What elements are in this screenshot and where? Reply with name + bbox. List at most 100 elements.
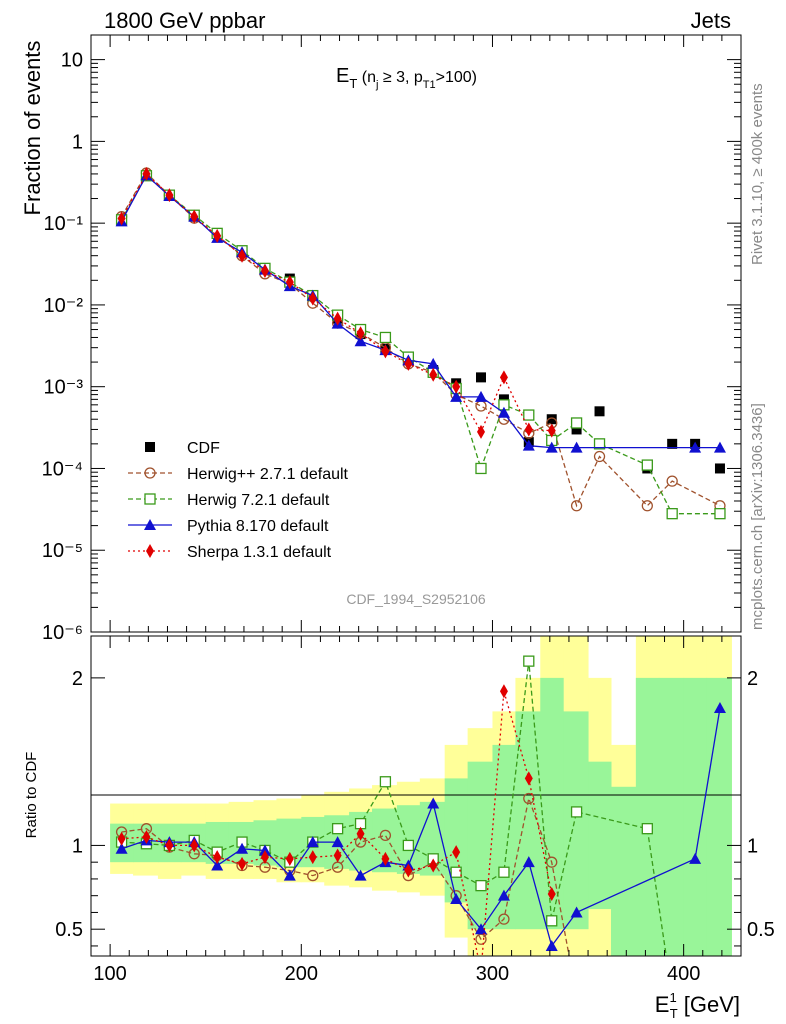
point-herwig-7-2-1-default-294 xyxy=(475,879,487,892)
point-herwig-7-2-1-default-344 xyxy=(570,806,583,818)
x-tick-label-200: 200 xyxy=(285,963,318,985)
point-sherpa-1-3-1-default-219 xyxy=(333,311,342,326)
point-sherpa-1-3-1-default-231 xyxy=(356,826,365,841)
legend-label-sherpa-1-3-1-default: Sherpa 1.3.1 default xyxy=(187,544,332,561)
point-herwig-7-2-1-default-219 xyxy=(331,823,344,835)
point-pythia-8-170-default-106 xyxy=(115,842,128,854)
ratio-xlabel: E1 T [GeV] xyxy=(655,990,740,1021)
point-sherpa-1-3-1-default-119 xyxy=(142,830,151,845)
xlabel-unit: [GeV] xyxy=(678,992,740,1017)
point-pythia-8-170-default-331 xyxy=(545,441,558,453)
point-sherpa-1-3-1-default-206 xyxy=(308,850,317,865)
ratio-y-tick-label-right-1: 1 xyxy=(747,835,758,857)
point-herwig-2-7-1-default-244 xyxy=(379,829,392,842)
xlabel-base: E xyxy=(655,992,670,1017)
point-herwig-2-7-1-default-394 xyxy=(666,475,678,487)
green-band-24 xyxy=(683,677,708,956)
point-cdf-356 xyxy=(594,406,605,417)
point-cdf-331 xyxy=(546,414,557,425)
point-sherpa-1-3-1-default-206 xyxy=(308,291,317,306)
point-sherpa-1-3-1-default-306 xyxy=(499,684,508,699)
point-herwig-2-7-1-default-294 xyxy=(475,933,487,945)
point-herwig-7-2-1-default-294 xyxy=(475,462,487,475)
point-sherpa-1-3-1-default-119 xyxy=(142,166,151,181)
legend: CDF Herwig++ 2.7.1 default Herwig 7.2.1 de… xyxy=(128,440,349,561)
point-herwig-7-2-1-default-381 xyxy=(641,823,653,835)
point-sherpa-1-3-1-default-319 xyxy=(524,422,533,437)
point-sherpa-1-3-1-default-194 xyxy=(285,851,294,866)
point-pythia-8-170-default-331 xyxy=(545,939,558,951)
analysis-id: CDF_1994_S2952106 xyxy=(346,591,486,607)
y-tick-label-main-1: 1 xyxy=(72,131,83,153)
point-sherpa-1-3-1-default-131 xyxy=(165,188,174,203)
point-pythia-8-170-default-181 xyxy=(258,844,271,856)
ratio-y-tick-label-right-2: 2 xyxy=(747,668,758,690)
obs-rest2: ≥ 3, p xyxy=(378,69,422,86)
point-sherpa-1-3-1-default-144 xyxy=(190,209,199,224)
legend-label-cdf: CDF xyxy=(187,440,220,457)
legend-marker-pythia-8-170-default xyxy=(144,519,156,530)
axis-ticks: 100 200 300 400 10 1 10⁻¹ 10⁻² 10⁻³ 10⁻⁴ 10⁻⁵ 10⁻⁶ 0… xyxy=(42,34,775,985)
legend-marker-herwig-2-7-1-default xyxy=(144,467,156,479)
series-line-herwig-7-2-1-default xyxy=(121,661,667,956)
point-herwig-2-7-1-default-356 xyxy=(595,991,605,1001)
y-tick-label-main-7: 10⁻⁶ xyxy=(42,622,83,644)
rivet-label: Rivet 3.1.10, ≥ 400k events xyxy=(749,83,766,265)
point-pythia-8-170-default-269 xyxy=(427,797,440,809)
point-pythia-8-170-default-406 xyxy=(689,852,702,864)
point-sherpa-1-3-1-default-269 xyxy=(429,858,438,873)
point-cdf-344 xyxy=(571,424,582,435)
green-band-12 xyxy=(396,805,421,874)
point-sherpa-1-3-1-default-244 xyxy=(381,851,390,866)
point-herwig-7-2-1-default-331 xyxy=(546,915,558,927)
legend-marker-sherpa-1-3-1-default xyxy=(146,544,154,558)
legend-marker-cdf xyxy=(145,442,155,452)
point-herwig-7-2-1-default-306 xyxy=(498,866,510,878)
point-sherpa-1-3-1-default-231 xyxy=(356,326,365,341)
x-tick-label-400: 400 xyxy=(667,963,700,985)
series-line-pythia-8-170-default xyxy=(121,174,720,449)
point-herwig-7-2-1-default-344 xyxy=(570,417,583,429)
y-tick-label-main-4: 10⁻³ xyxy=(44,377,84,399)
header-left: 1800 GeV ppbar xyxy=(104,8,265,33)
x-tick-label-300: 300 xyxy=(476,963,509,985)
point-sherpa-1-3-1-default-294 xyxy=(477,424,485,439)
green-band-17 xyxy=(515,711,541,930)
point-herwig-7-2-1-default-256 xyxy=(402,839,415,852)
point-pythia-8-170-default-344 xyxy=(570,441,583,453)
point-sherpa-1-3-1-default-319 xyxy=(524,771,533,786)
y-tick-label-main-6: 10⁻⁵ xyxy=(42,540,83,562)
legend-label-pythia-8-170-default: Pythia 8.170 default xyxy=(187,518,329,535)
point-sherpa-1-3-1-default-269 xyxy=(429,367,438,382)
point-herwig-7-2-1-default-419 xyxy=(714,508,726,520)
point-pythia-8-170-default-156 xyxy=(211,859,224,871)
ratio-y-tick-label-right-0.5: 0.5 xyxy=(747,919,775,941)
point-pythia-8-170-default-306 xyxy=(497,889,510,901)
point-pythia-8-170-default-294 xyxy=(475,390,487,402)
y-tick-label-main-5: 10⁻⁴ xyxy=(42,458,83,480)
series-pythia-8-170-default xyxy=(115,169,726,453)
point-sherpa-1-3-1-default-106 xyxy=(117,211,126,226)
point-sherpa-1-3-1-default-331 xyxy=(547,887,556,902)
point-herwig-2-7-1-default-294 xyxy=(475,400,487,412)
series-cdf xyxy=(116,170,725,474)
point-pythia-8-170-default-206 xyxy=(306,836,319,848)
main-ylabel: Fraction of events xyxy=(20,41,45,216)
point-cdf-394 xyxy=(667,438,678,449)
y-tick-label-main-0: 10 xyxy=(61,50,83,72)
point-pythia-8-170-default-281 xyxy=(450,390,463,402)
point-pythia-8-170-default-269 xyxy=(427,357,440,369)
green-band-22 xyxy=(635,677,660,956)
point-sherpa-1-3-1-default-106 xyxy=(117,831,126,846)
point-sherpa-1-3-1-default-219 xyxy=(333,848,342,863)
main-plot-frame xyxy=(90,34,742,633)
green-band-20 xyxy=(588,761,612,910)
point-sherpa-1-3-1-default-131 xyxy=(165,838,174,853)
point-herwig-2-7-1-default-356 xyxy=(593,450,606,463)
point-cdf-294 xyxy=(476,372,486,383)
y-tick-label-main-3: 10⁻² xyxy=(44,295,84,317)
series-sherpa-1-3-1-default xyxy=(117,684,556,956)
obs-rest1: (n xyxy=(357,69,376,86)
point-sherpa-1-3-1-default-256 xyxy=(404,863,413,878)
